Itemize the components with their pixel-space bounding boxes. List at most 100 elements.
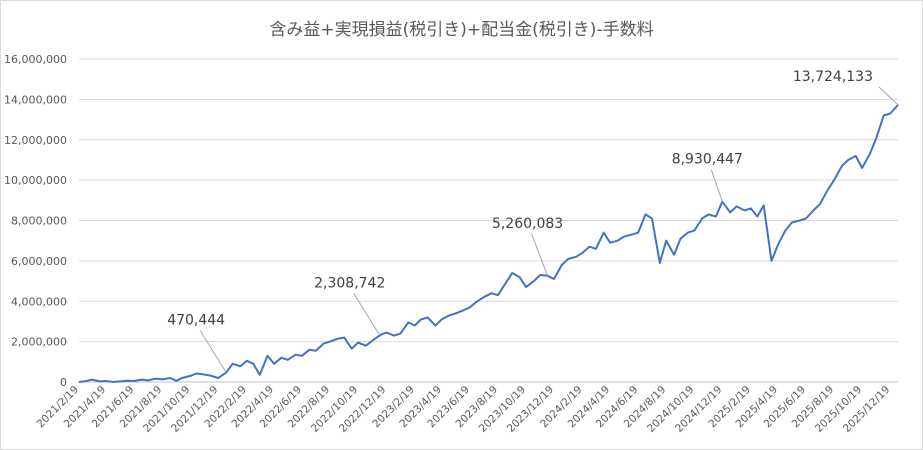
data-point	[869, 153, 871, 155]
data-point	[105, 380, 107, 382]
data-point	[351, 348, 353, 350]
data-point	[623, 236, 625, 238]
data-label-leader	[531, 233, 549, 276]
data-point	[791, 221, 793, 224]
data-point	[743, 209, 746, 211]
data-point	[770, 260, 773, 262]
data-point	[603, 232, 605, 234]
data-point	[266, 355, 269, 357]
data-point	[827, 189, 829, 191]
data-point	[308, 349, 310, 351]
data-point	[99, 380, 101, 382]
data-point	[855, 155, 857, 157]
data-point	[533, 280, 535, 282]
data-point	[637, 232, 639, 234]
data-point	[799, 219, 801, 222]
data-point	[575, 256, 577, 258]
y-tick-label: 12,000,000	[4, 134, 67, 147]
data-point	[246, 360, 248, 362]
data-point	[239, 365, 241, 367]
data-point	[693, 230, 695, 232]
data-point	[259, 374, 261, 376]
data-point	[483, 296, 485, 298]
data-point	[462, 309, 464, 311]
data-point	[232, 363, 234, 365]
data-point	[434, 324, 436, 327]
data-point	[175, 380, 178, 382]
data-point	[553, 278, 555, 280]
data-point	[847, 159, 849, 161]
data-point	[112, 381, 115, 383]
y-tick-label: 4,000,000	[11, 295, 67, 308]
y-tick-label: 16,000,000	[4, 53, 67, 66]
data-point	[385, 331, 387, 334]
y-tick-label: 6,000,000	[11, 255, 67, 268]
data-label: 2,308,742	[314, 275, 385, 291]
data-point	[659, 262, 661, 264]
data-point	[189, 375, 191, 377]
data-point	[889, 112, 891, 115]
data-point	[420, 318, 422, 320]
data-point	[497, 294, 499, 296]
data-point	[644, 213, 647, 215]
data-point	[252, 363, 254, 365]
series-line	[78, 104, 899, 383]
data-point	[427, 316, 429, 318]
data-label-leader	[710, 169, 723, 202]
data-point	[505, 282, 507, 284]
data-point	[469, 306, 471, 308]
data-point	[280, 357, 282, 359]
data-point	[595, 248, 597, 250]
data-point	[78, 381, 80, 383]
data-point	[883, 114, 885, 117]
data-label: 8,930,447	[672, 152, 743, 168]
data-label: 5,260,083	[492, 216, 563, 232]
data-point	[539, 274, 541, 276]
data-point	[155, 378, 157, 380]
data-point	[841, 165, 843, 167]
data-point	[679, 238, 682, 240]
data-point	[525, 286, 527, 288]
data-point	[209, 374, 211, 377]
data-point	[588, 246, 591, 248]
data-label-leader	[199, 330, 227, 373]
data-point	[701, 217, 703, 220]
data-point	[323, 343, 325, 345]
data-point	[91, 379, 93, 381]
data-label: 13,724,133	[793, 69, 873, 85]
data-point	[833, 179, 835, 181]
data-point	[750, 207, 752, 209]
chart-title: 含み益+実現損益(税引き)+配当金(税引き)-手数料	[269, 20, 654, 40]
y-tick-label: 8,000,000	[11, 215, 67, 228]
data-point	[609, 242, 611, 244]
data-point	[448, 314, 450, 316]
data-point	[287, 359, 289, 361]
data-point	[301, 355, 303, 357]
data-point	[441, 318, 443, 320]
data-point	[140, 379, 143, 381]
data-point	[393, 335, 395, 337]
data-point	[295, 354, 297, 356]
data-point	[217, 377, 219, 379]
data-point	[127, 380, 129, 382]
data-point	[581, 252, 584, 254]
data-point	[777, 244, 779, 246]
y-tick-label: 10,000,000	[4, 174, 67, 187]
y-tick-label: 2,000,000	[11, 336, 67, 349]
data-point	[511, 272, 513, 274]
data-label-leader	[353, 293, 381, 336]
data-point	[875, 137, 878, 139]
data-point	[181, 377, 183, 379]
data-point	[399, 333, 401, 335]
data-point	[729, 211, 731, 213]
data-label: 470,444	[167, 313, 225, 329]
data-point	[756, 215, 758, 218]
data-point	[812, 209, 815, 211]
y-tick-label: 14,000,000	[4, 93, 67, 106]
data-point	[133, 380, 135, 382]
data-point	[687, 232, 689, 234]
data-point	[161, 378, 163, 380]
data-point	[329, 341, 331, 343]
